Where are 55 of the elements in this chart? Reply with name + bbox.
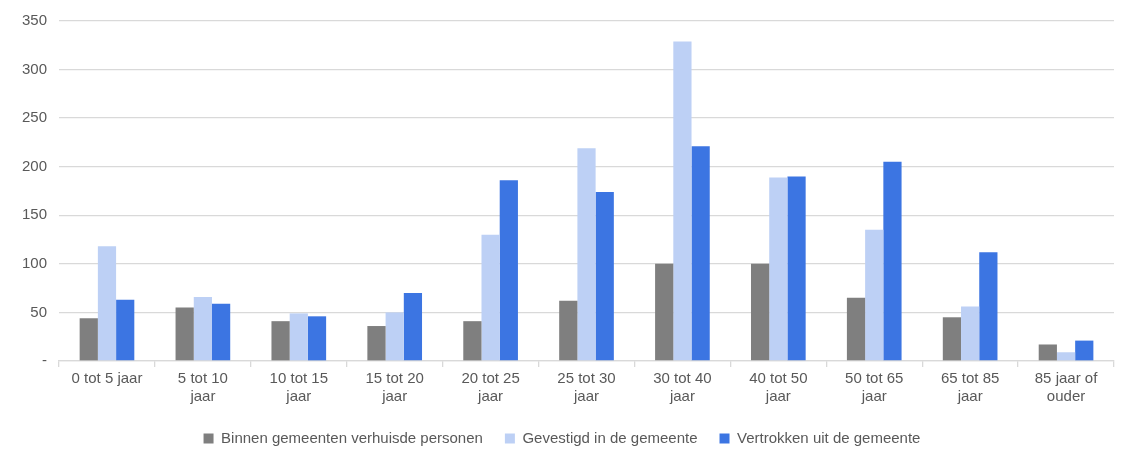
x-tick-label: 65 tot 85 jaar bbox=[940, 369, 1000, 405]
bar bbox=[1056, 352, 1076, 361]
y-tick-label: 100 bbox=[22, 254, 48, 271]
bar bbox=[79, 318, 98, 361]
x-tick-label: 85 jaar of ouder bbox=[1034, 369, 1099, 405]
x-tick-label: 20 tot 25 jaar bbox=[461, 369, 520, 405]
bar bbox=[499, 180, 518, 361]
y-tick-label: 200 bbox=[22, 156, 48, 174]
bar bbox=[193, 296, 212, 361]
bar bbox=[655, 263, 674, 361]
bar bbox=[97, 246, 117, 361]
bar bbox=[463, 321, 482, 361]
x-tick-label: 40 tot 50 jaar bbox=[749, 369, 808, 405]
bar bbox=[1075, 340, 1094, 361]
bar bbox=[175, 307, 194, 361]
bar bbox=[307, 316, 327, 361]
x-tick-label: 25 tot 30 jaar bbox=[557, 369, 616, 405]
x-tick-label: 30 tot 40 jaar bbox=[653, 369, 712, 405]
bar bbox=[367, 326, 386, 361]
legend-label: Binnen gemeenten verhuisde personen bbox=[221, 428, 483, 446]
bar bbox=[271, 321, 290, 361]
bar bbox=[116, 299, 135, 361]
y-tick-label: 50 bbox=[30, 302, 48, 320]
bar bbox=[979, 252, 998, 361]
y-tick-label: 300 bbox=[22, 59, 48, 77]
x-tick-label: 10 tot 15 jaar bbox=[269, 369, 328, 405]
bar bbox=[212, 303, 231, 361]
bar bbox=[750, 263, 770, 361]
x-tick-label: 5 tot 10 jaar bbox=[177, 369, 228, 405]
bar bbox=[1038, 344, 1057, 361]
bar bbox=[846, 297, 866, 361]
bar bbox=[883, 161, 902, 361]
bar bbox=[961, 306, 980, 361]
legend-label: Vertrokken uit de gemeente bbox=[737, 428, 921, 446]
y-tick-label: 350 bbox=[22, 11, 48, 29]
x-tick-label: 0 tot 5 jaar bbox=[71, 369, 143, 387]
bar bbox=[559, 300, 578, 361]
legend-label: Gevestigd in de gemeente bbox=[522, 428, 698, 446]
bar bbox=[865, 229, 884, 361]
bar bbox=[595, 191, 614, 361]
bar bbox=[769, 177, 788, 361]
bar bbox=[385, 312, 404, 361]
bar bbox=[673, 41, 692, 361]
bar bbox=[289, 313, 308, 361]
bar bbox=[691, 146, 710, 361]
bar bbox=[403, 293, 423, 361]
x-tick-label: 15 tot 20 jaar bbox=[365, 369, 424, 405]
bar bbox=[481, 234, 500, 361]
x-tick-label: 50 tot 65 jaar bbox=[845, 369, 904, 405]
y-tick-label: 150 bbox=[22, 205, 48, 223]
bar bbox=[942, 317, 962, 361]
bar bbox=[787, 176, 806, 361]
y-tick-label: - bbox=[42, 351, 48, 369]
y-tick-label: 250 bbox=[22, 108, 48, 126]
bar bbox=[577, 148, 596, 361]
